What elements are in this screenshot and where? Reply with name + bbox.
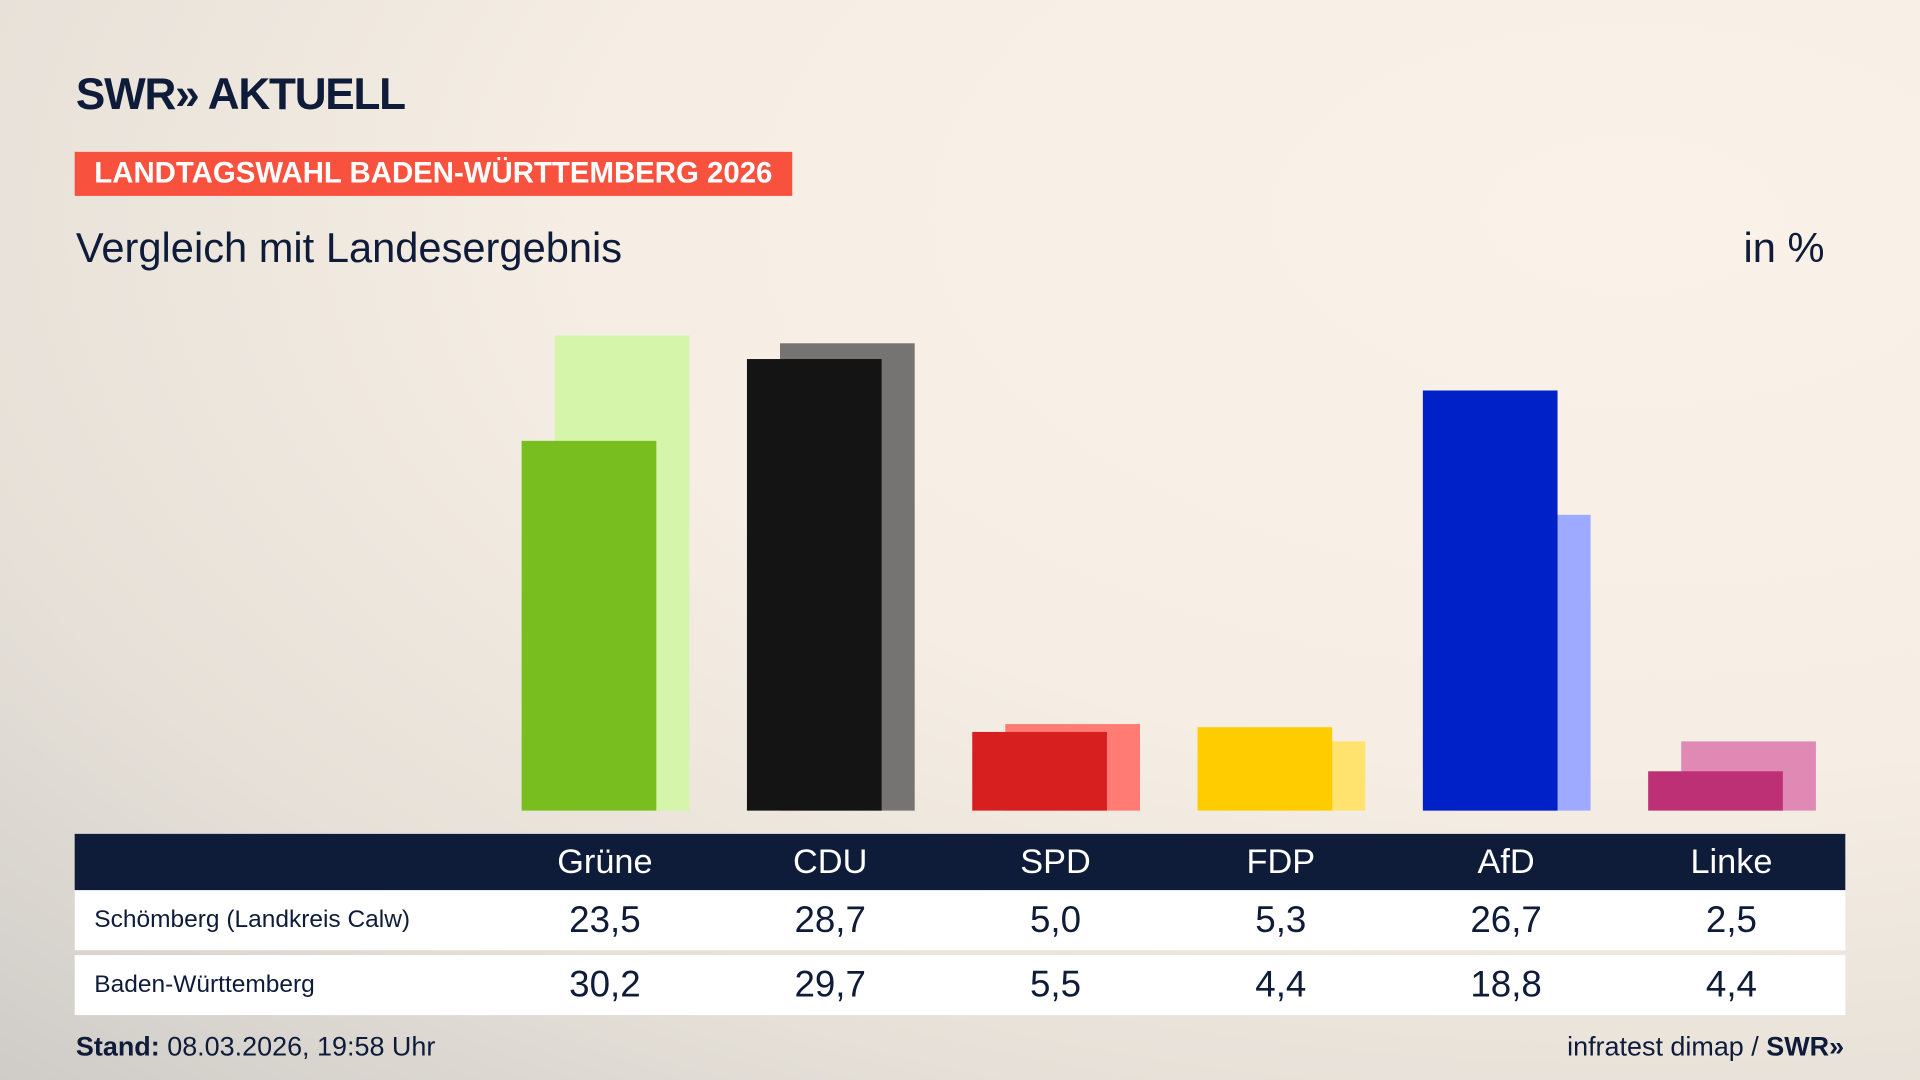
value-cell: 18,8: [1470, 964, 1542, 1006]
column-header: SPD: [1020, 842, 1091, 881]
table-row: Baden-Württemberg 30,2 29,7 5,5 4,4 18,8 4,4: [74, 955, 1846, 1016]
table-row: Schömberg (Landkreis Calw) 23,5 28,7 5,0 5,…: [74, 890, 1846, 951]
unit-label: in %: [1743, 225, 1825, 272]
bar-local-cdu: [746, 359, 882, 811]
value-cell: 26,7: [1470, 900, 1542, 941]
value-cell: 29,7: [794, 964, 866, 1006]
table-header: Grüne CDU SPD FDP AfD Linke: [74, 833, 1846, 891]
value-cell: 5,0: [1029, 900, 1082, 941]
value-cell: 28,7: [794, 900, 866, 941]
column-header: FDP: [1246, 842, 1316, 881]
value-cell: 2,5: [1705, 900, 1757, 941]
column-header: Linke: [1690, 842, 1773, 881]
value-cell: 4,4: [1255, 964, 1307, 1006]
kicker-banner: LANDTAGSWAHL BADEN-WÜRTTEMBERG 2026: [74, 151, 792, 196]
bar-local-spd: [972, 731, 1107, 811]
bar-local-afd: [1422, 390, 1558, 811]
column-header: CDU: [793, 842, 868, 881]
value-cell: 5,5: [1029, 964, 1082, 1006]
bar-local-grüne: [521, 440, 657, 811]
swr-aktuell-logo: SWR» AKTUELL: [75, 68, 406, 119]
bar-local-fdp: [1197, 727, 1333, 811]
row-label: Baden-Württemberg: [94, 971, 315, 998]
timestamp: Stand: 08.03.2026, 19:58 Uhr: [76, 1031, 435, 1063]
source-text: infratest dimap /: [1567, 1031, 1767, 1062]
value-cell: 5,3: [1255, 900, 1307, 941]
source: infratest dimap / SWR»: [1567, 1031, 1844, 1063]
value-cell: 4,4: [1705, 964, 1757, 1006]
value-cell: 23,5: [569, 900, 641, 941]
column-header: AfD: [1477, 842, 1535, 881]
stand-label: Stand:: [75, 1031, 160, 1062]
column-header: Grüne: [557, 842, 653, 881]
row-label: Schömberg (Landkreis Calw): [94, 906, 411, 934]
bar-local-linke: [1648, 771, 1783, 811]
value-cell: 30,2: [569, 964, 641, 1006]
swr-logo: SWR»: [1766, 1031, 1845, 1062]
stand-value: 08.03.2026, 19:58 Uhr: [159, 1031, 436, 1062]
chart-title: Vergleich mit Landesergebnis: [75, 225, 623, 272]
